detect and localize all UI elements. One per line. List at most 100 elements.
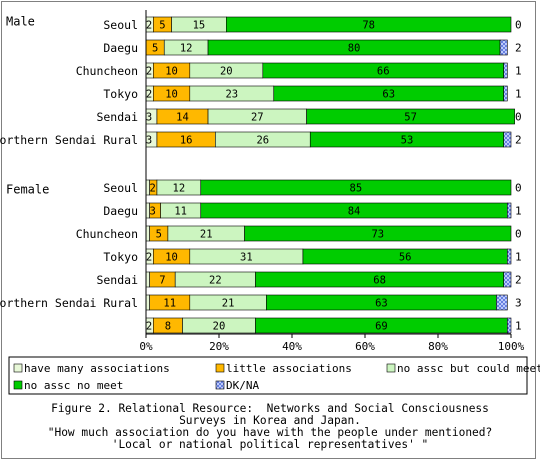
category-label: Daegu xyxy=(103,204,138,218)
bar-segment xyxy=(145,225,150,242)
data-label: 27 xyxy=(251,112,264,124)
legend-swatch xyxy=(215,363,225,373)
data-label: 2 xyxy=(146,66,152,78)
caption-line-2: Surveys in Korea and Japan. xyxy=(179,414,361,427)
bar-segment xyxy=(507,202,512,219)
x-tick-label: 80% xyxy=(428,340,448,353)
data-label: 10 xyxy=(165,252,178,264)
data-label: 20 xyxy=(220,66,233,78)
dkna-label: 0 xyxy=(515,182,522,195)
data-label: 2 xyxy=(146,89,152,101)
data-label: 10 xyxy=(165,66,178,78)
x-tick-label: 100% xyxy=(498,340,525,353)
bar-segment xyxy=(503,131,512,148)
data-label: 63 xyxy=(382,89,395,101)
x-tick-label: 0% xyxy=(139,340,153,353)
bar-segment xyxy=(145,271,150,288)
data-label: 5 xyxy=(159,20,165,32)
dkna-label: 0 xyxy=(515,19,522,32)
data-label: 22 xyxy=(209,275,222,287)
group-label-female: Female xyxy=(6,183,49,197)
dkna-label: 2 xyxy=(515,274,522,287)
dkna-label: 3 xyxy=(515,297,522,310)
bar-segment xyxy=(507,248,512,265)
category-label: Northern Sendai Rural xyxy=(0,296,138,310)
caption-line-4: 'Local or national political representat… xyxy=(111,438,429,451)
data-label: 68 xyxy=(373,275,386,287)
legend-label: have many associations xyxy=(24,362,170,375)
dkna-label: 1 xyxy=(515,65,522,78)
data-label: 12 xyxy=(173,183,186,195)
category-label: Chuncheon xyxy=(76,64,138,78)
legend-label: little associations xyxy=(226,362,352,375)
data-label: 23 xyxy=(225,89,238,101)
data-label: 73 xyxy=(371,229,384,241)
data-label: 2 xyxy=(146,321,152,333)
data-label: 53 xyxy=(401,135,414,147)
dkna-label: 1 xyxy=(515,205,522,218)
bar-segment xyxy=(200,179,512,196)
data-label: 63 xyxy=(375,298,388,310)
legend-label: no assc but could meet xyxy=(397,362,540,375)
bars-layer xyxy=(145,16,515,334)
x-tick-label: 40% xyxy=(282,340,302,353)
category-label: Sendai xyxy=(96,273,138,287)
bar-segment xyxy=(503,62,508,79)
data-label: 56 xyxy=(399,252,412,264)
data-label: 78 xyxy=(362,20,375,32)
bar-segment xyxy=(499,39,508,56)
category-label: Tokyo xyxy=(103,250,138,264)
bar-segment xyxy=(244,225,512,242)
category-label: Sendai xyxy=(96,110,138,124)
data-label: 84 xyxy=(348,206,361,218)
dkna-label: 2 xyxy=(515,134,522,147)
data-label: 80 xyxy=(348,43,361,55)
bar-segment xyxy=(503,271,512,288)
bar-segment xyxy=(507,317,512,334)
dkna-label: 1 xyxy=(515,88,522,101)
legend-swatch xyxy=(215,380,225,390)
data-label: 11 xyxy=(163,298,176,310)
data-label: 10 xyxy=(165,89,178,101)
dkna-label: 0 xyxy=(515,228,522,241)
x-tick-label: 20% xyxy=(209,340,229,353)
data-label: 2 xyxy=(146,252,152,264)
data-label: 21 xyxy=(200,229,213,241)
legend-swatch xyxy=(13,380,23,390)
data-label: 20 xyxy=(213,321,226,333)
data-label: 15 xyxy=(193,20,206,32)
dkna-label: 2 xyxy=(515,42,522,55)
group-label-male: Male xyxy=(6,15,35,29)
data-label: 66 xyxy=(377,66,390,78)
legend-label: DK/NA xyxy=(226,379,259,392)
legend-box xyxy=(8,356,528,395)
category-label: Tokyo xyxy=(103,87,138,101)
dkna-label: 1 xyxy=(515,320,522,333)
bar-segment xyxy=(496,294,508,311)
bar-segment xyxy=(145,294,150,311)
category-label: Chuncheon xyxy=(76,227,138,241)
data-label: 3 xyxy=(146,135,152,147)
data-label: 12 xyxy=(180,43,193,55)
dkna-label: 0 xyxy=(515,111,522,124)
caption-line-3: "How much association do you have with t… xyxy=(47,426,493,439)
x-axis: 0% 20% 40% 60% 80% 100% xyxy=(139,10,525,353)
category-label: Daegu xyxy=(103,41,138,55)
data-label: 85 xyxy=(350,183,363,195)
data-label: 8 xyxy=(165,321,171,333)
bar-segment xyxy=(306,108,515,125)
data-label: 11 xyxy=(174,206,187,218)
data-label: 26 xyxy=(256,135,269,147)
category-label: Seoul xyxy=(103,181,138,195)
category-label: Northern Sendai Rural xyxy=(0,133,138,147)
data-label: 5 xyxy=(156,229,162,241)
legend-swatch xyxy=(13,363,23,373)
data-label: 57 xyxy=(404,112,417,124)
bar-segment xyxy=(503,85,508,102)
data-label: 2 xyxy=(149,183,155,195)
legend-swatch xyxy=(386,363,396,373)
data-label: 5 xyxy=(152,43,158,55)
data-label: 7 xyxy=(159,275,165,287)
bar-segment xyxy=(226,16,512,33)
